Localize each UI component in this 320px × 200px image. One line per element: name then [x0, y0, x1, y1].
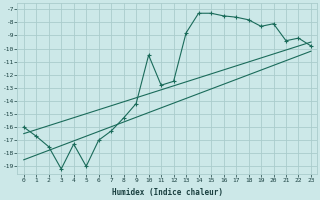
X-axis label: Humidex (Indice chaleur): Humidex (Indice chaleur) — [112, 188, 223, 197]
